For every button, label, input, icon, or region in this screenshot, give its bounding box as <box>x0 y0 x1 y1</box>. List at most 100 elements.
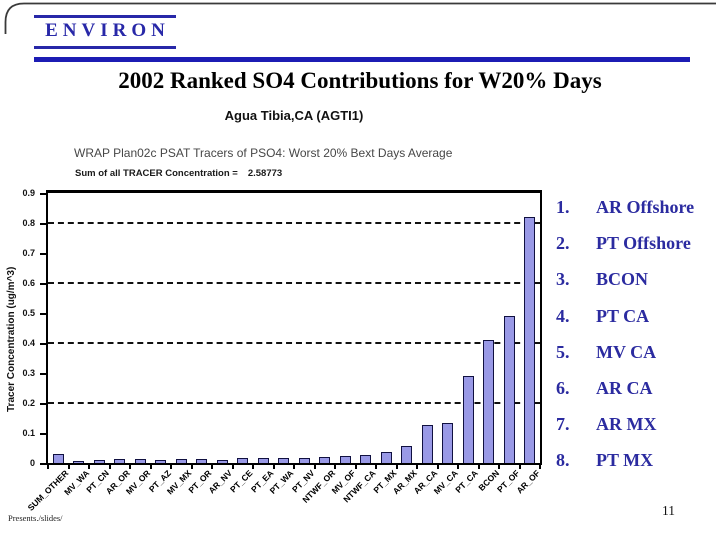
bar <box>319 456 331 463</box>
bar <box>257 458 269 463</box>
gridline <box>48 222 540 224</box>
x-tick <box>67 465 70 469</box>
y-tick-label: 0.9 <box>22 188 35 198</box>
y-tick <box>40 223 46 225</box>
rank-number: 5. <box>556 341 570 362</box>
rank-label: BCON <box>596 269 649 290</box>
chart-sum-label: Sum of all TRACER Concentration = <box>75 168 238 179</box>
footer-text: Presents./slides/ <box>8 513 63 523</box>
rank-number: 6. <box>556 377 570 398</box>
y-tick-label: 0.3 <box>22 368 35 378</box>
rank-label: PT Offshore <box>596 233 691 254</box>
y-tick <box>40 403 46 405</box>
chart-sum-line: Sum of all TRACER Concentration = 2.58773 <box>75 168 282 179</box>
rank-label: AR Offshore <box>596 197 695 217</box>
bar <box>237 458 249 463</box>
y-tick <box>40 253 46 255</box>
y-axis-labels: 0 0.1 0.2 0.3 0.4 0.5 0.6 0.7 0.8 0.9 <box>0 188 38 468</box>
x-tick <box>313 465 316 469</box>
ranked-list: 1. AR Offshore 2. PT Offshore 3. BCON 4. PT CA 5… <box>556 197 720 487</box>
ranked-list-item: 6. AR CA <box>556 378 720 414</box>
ranked-list-item: 5. MV CA <box>556 342 720 378</box>
rank-number: 3. <box>556 269 570 290</box>
x-tick <box>436 465 439 469</box>
y-tick-label: 0.6 <box>22 278 35 288</box>
y-tick <box>40 433 46 435</box>
rank-label: MV CA <box>596 341 657 362</box>
rank-label: AR CA <box>596 377 653 398</box>
rank-number: 7. <box>556 414 570 435</box>
x-tick <box>416 465 418 469</box>
rank-number: 4. <box>556 305 570 326</box>
bar <box>380 451 392 463</box>
x-axis-ticks <box>47 465 542 470</box>
bar <box>360 454 372 463</box>
y-tick <box>40 313 46 315</box>
y-tick-label: 0.7 <box>22 248 35 258</box>
x-tick <box>457 465 459 469</box>
x-tick <box>108 465 111 469</box>
x-tick <box>354 465 357 469</box>
x-tick <box>252 465 254 469</box>
bar <box>401 446 413 463</box>
bar <box>114 459 126 463</box>
x-tick <box>498 465 500 469</box>
y-tick-label: 0.8 <box>22 218 35 228</box>
ranked-list-item: 4. PT CA <box>556 306 720 342</box>
bar <box>503 316 515 463</box>
x-tick <box>211 465 213 469</box>
environ-logo-text: ENVIRON <box>45 20 170 41</box>
y-axis-ticks <box>40 193 46 465</box>
y-tick <box>40 373 46 375</box>
x-tick <box>293 465 295 469</box>
gridline <box>48 342 540 344</box>
y-tick-label: 0.5 <box>22 308 35 318</box>
x-tick <box>170 465 172 469</box>
ranked-list-item: 2. PT Offshore <box>556 233 720 269</box>
bar <box>442 423 454 463</box>
x-tick <box>395 465 398 469</box>
bar <box>483 340 495 463</box>
x-tick <box>149 465 152 469</box>
rank-number: 2. <box>556 233 570 254</box>
x-tick <box>272 465 275 469</box>
rank-label: PT MX <box>596 450 654 471</box>
x-axis-labels: SUM_OTHER MV_WA PT_CN AR_OR MV_OR PT_AZ MV_MX P… <box>26 468 542 514</box>
x-tick <box>375 465 377 469</box>
rank-label: AR MX <box>596 414 657 435</box>
plot-area <box>46 190 542 465</box>
page-number: 11 <box>662 503 675 518</box>
bar <box>196 459 208 463</box>
page-title: 2002 Ranked SO4 Contributions for W20% D… <box>118 68 602 93</box>
y-tick-label: 0.2 <box>22 398 35 408</box>
ranked-list-item: 8. PT MX <box>556 450 720 486</box>
x-tick <box>47 465 49 469</box>
bar <box>216 460 228 463</box>
y-tick <box>40 463 46 465</box>
x-tick <box>190 465 193 469</box>
rank-label: PT CA <box>596 305 650 326</box>
chart-sum-value: 2.58773 <box>247 168 283 179</box>
gridline <box>48 282 540 284</box>
x-tick <box>231 465 234 469</box>
x-tick <box>88 465 90 469</box>
bar <box>421 425 433 463</box>
chart-subtitle: WRAP Plan02c PSAT Tracers of PSO4: Worst… <box>74 146 453 160</box>
x-tick-label: PT_CE <box>228 468 255 495</box>
bar <box>155 460 167 463</box>
ranked-list-item: 7. AR MX <box>556 414 720 450</box>
x-tick <box>539 465 541 469</box>
x-tick <box>129 465 131 469</box>
header-rule <box>34 57 690 62</box>
gridline <box>48 402 540 404</box>
bar <box>278 457 290 463</box>
x-tick <box>334 465 336 469</box>
y-tick-label: 0.1 <box>22 428 35 438</box>
y-tick <box>40 193 46 195</box>
bar <box>462 376 474 463</box>
rank-number: 1. <box>556 197 570 217</box>
x-tick <box>477 465 480 469</box>
bar <box>73 461 85 463</box>
bar <box>339 455 351 463</box>
